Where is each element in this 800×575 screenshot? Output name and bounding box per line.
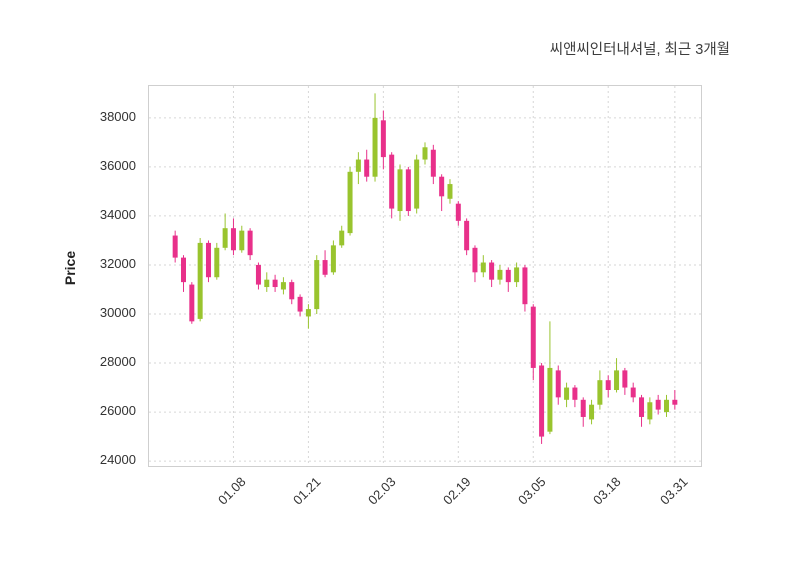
candle-body [355, 159, 361, 172]
candle-body [180, 257, 186, 283]
y-axis: 24000 26000 28000 30000 32000 34000 36000 38000 [0, 85, 142, 468]
candle-body [205, 242, 211, 278]
candle-body [314, 260, 320, 310]
candle-body [197, 242, 203, 319]
candle-body [630, 387, 636, 398]
candle-body [255, 264, 261, 285]
y-tick-label: 24000 [99, 452, 136, 468]
candle-body [439, 176, 445, 197]
candle-body [280, 282, 286, 290]
candle-body [447, 184, 453, 199]
x-tick-label: 01.21 [290, 474, 325, 508]
candle-body [505, 269, 511, 283]
y-tick-label: 26000 [99, 403, 136, 419]
candle-body [530, 306, 536, 368]
candle-body [522, 267, 528, 305]
x-tick-label: 03.31 [656, 474, 691, 508]
candle-body [380, 120, 386, 158]
candle-body [605, 380, 611, 390]
candle-body [414, 159, 420, 209]
candle-body [639, 397, 645, 417]
candle-body [214, 247, 220, 278]
candle-body [655, 399, 661, 410]
plot-area [148, 85, 702, 467]
x-axis: 01.08 01.21 02.03 02.19 03.05 03.18 03.31 [148, 466, 748, 546]
candle-body [297, 296, 303, 312]
y-tick-label: 36000 [99, 157, 136, 173]
candle-body [622, 370, 628, 388]
x-tick-label: 03.18 [590, 474, 624, 508]
candle-body [172, 235, 178, 258]
candle-body [672, 399, 678, 405]
y-tick-label: 38000 [99, 108, 136, 124]
candle-body [330, 245, 336, 273]
candle-body [189, 284, 195, 322]
candle-body [664, 399, 670, 413]
x-tick-label: 02.19 [440, 474, 474, 508]
candle-body [272, 279, 278, 288]
candle-body [480, 262, 486, 273]
candle-body [539, 365, 545, 437]
y-tick-label: 34000 [99, 206, 136, 222]
candle-body [230, 228, 236, 251]
candle-body [497, 269, 503, 280]
candle-body [489, 262, 495, 280]
y-tick-label: 28000 [99, 354, 136, 370]
x-tick-label: 03.05 [515, 474, 549, 508]
plot-canvas [149, 86, 701, 466]
candle-body [589, 404, 595, 420]
candle-body [464, 220, 470, 251]
x-tick-label: 02.03 [365, 474, 399, 508]
candle-body [430, 149, 436, 177]
candle-body [572, 387, 578, 400]
candle-body [372, 117, 378, 177]
candle-body [239, 230, 245, 251]
candle-body [472, 247, 478, 273]
x-tick-label: 01.08 [215, 474, 250, 508]
candle-body [455, 203, 461, 221]
candle-body [564, 387, 570, 400]
candle-body [347, 171, 353, 234]
candle-body [397, 169, 403, 212]
candle-body [597, 380, 603, 405]
candle-body [222, 228, 228, 248]
candle-body [339, 230, 345, 246]
candle-body [555, 370, 561, 398]
candle-body [547, 367, 553, 432]
candle-body [264, 279, 270, 288]
candle-body [514, 267, 520, 283]
candle-body [422, 147, 428, 160]
chart-title: 씨앤씨인터내셔널, 최근 3개월 [549, 42, 730, 58]
candle-body [305, 309, 311, 317]
candle-body [247, 230, 253, 256]
y-tick-label: 30000 [99, 305, 136, 320]
candle-body [580, 399, 586, 417]
y-tick-label: 32000 [99, 255, 136, 271]
candle-body [614, 370, 620, 390]
candle-body [389, 154, 395, 209]
candle-body [289, 282, 295, 300]
candle-body [322, 260, 328, 275]
candle-body [647, 402, 653, 420]
candle-body [364, 159, 370, 177]
candle-body [405, 169, 411, 212]
